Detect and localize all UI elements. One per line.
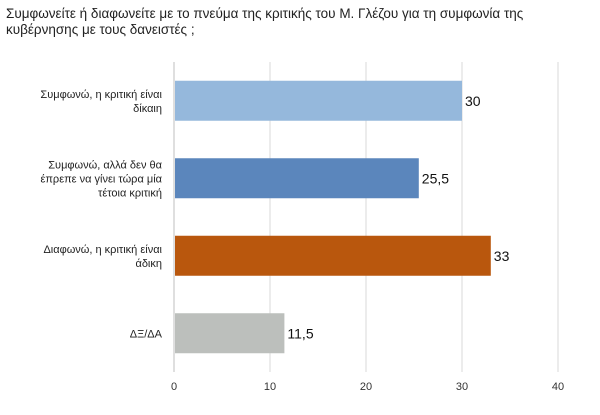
bar-1 bbox=[175, 158, 419, 199]
category-label-2: Διαφωνώ, η κριτική είναι άδικη bbox=[43, 244, 162, 270]
category-label-0: Συμφωνώ, η κριτική είναι δίκαιη bbox=[40, 89, 162, 115]
x-tick-label-40: 40 bbox=[552, 381, 564, 393]
category-label-line: Συμφωνώ, αλλά δεν θα bbox=[48, 159, 162, 171]
bar-0 bbox=[175, 80, 462, 121]
category-label-line: έπρεπε να γίνει τώρα μία bbox=[40, 173, 162, 185]
category-label-line: δίκαιη bbox=[133, 103, 162, 115]
value-label-2: 33 bbox=[494, 248, 510, 264]
bar-2 bbox=[175, 235, 491, 276]
x-tick-label-20: 20 bbox=[360, 381, 372, 393]
category-label-line: Συμφωνώ, η κριτική είναι bbox=[40, 89, 162, 101]
value-label-3: 11,5 bbox=[287, 325, 313, 341]
x-tick-label-0: 0 bbox=[171, 381, 177, 393]
category-label-1: Συμφωνώ, αλλά δεν θα έπρεπε να γίνει τώρα… bbox=[40, 159, 162, 199]
value-label-0: 30 bbox=[465, 93, 481, 109]
chart-title: Συμφωνείτε ή διαφωνείτε με το πνεύμα της… bbox=[6, 6, 524, 37]
category-label-3: ΔΞ/ΔΑ bbox=[130, 328, 163, 340]
value-label-1: 25,5 bbox=[422, 170, 449, 186]
category-label-line: Διαφωνώ, η κριτική είναι bbox=[43, 244, 162, 256]
x-tick-label-10: 10 bbox=[264, 381, 276, 393]
category-label-line: άδικη bbox=[135, 258, 162, 270]
category-label-line: ΔΞ/ΔΑ bbox=[130, 328, 163, 340]
category-label-line: τέτοια κριτική bbox=[98, 187, 162, 199]
bar-3 bbox=[175, 313, 285, 354]
x-tick-label-30: 30 bbox=[456, 381, 468, 393]
